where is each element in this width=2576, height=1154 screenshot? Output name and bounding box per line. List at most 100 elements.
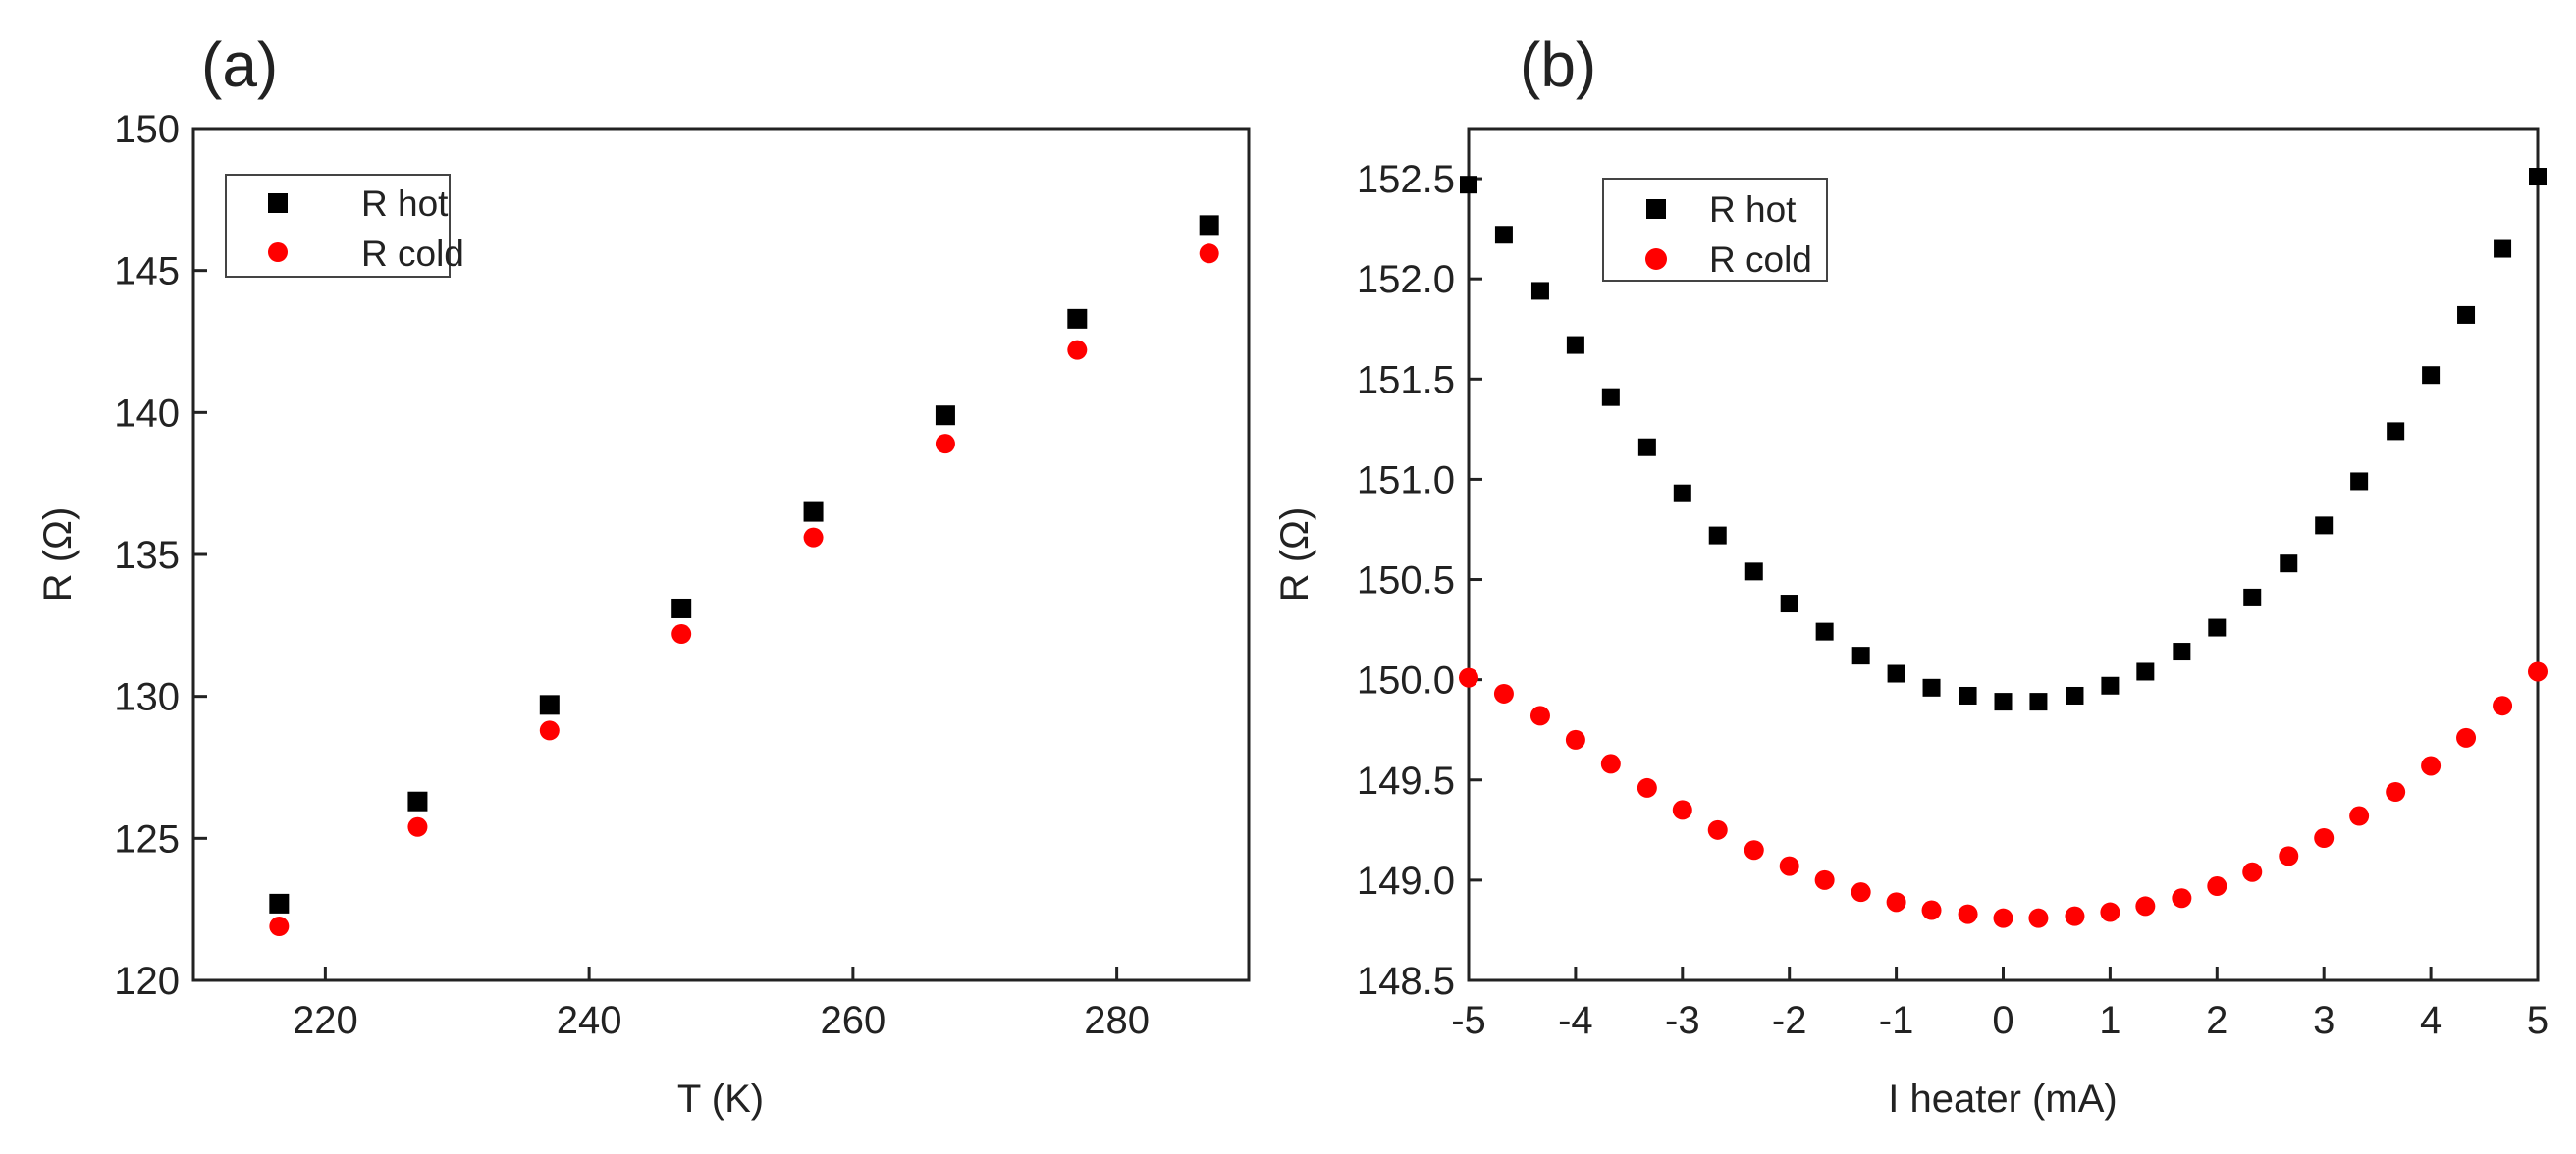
x-axis-title-a: T (K) [677,1077,764,1121]
r-hot-point-b [1494,226,1513,244]
legend-b: R hot R cold [1602,178,1828,282]
y-tick-label-b: 152.5 [1357,158,1455,201]
x-tick-label-b: 1 [2099,999,2120,1042]
r-cold-point-a [539,720,560,741]
r-hot-point-b [2315,516,2334,535]
r-cold-point-b [2456,727,2477,748]
chart-panel-a: (a) 220 240 260 280 120 125 130 135 140 145 150 T … [36,29,1251,1121]
r-cold-point-a [1199,243,1219,264]
r-hot-point-b [1922,678,1941,697]
r-hot-point-b [1852,647,1870,665]
r-cold-point-b [1921,900,1942,920]
r-hot-point-b [1460,176,1477,194]
r-hot-point-b [1994,693,2012,711]
data-points-b [1459,168,2548,928]
r-hot-point-b [1708,526,1727,545]
r-cold-point-b [2349,806,2370,826]
y-tick-label-b: 150.5 [1357,559,1455,603]
y-axis-title-a: R (Ω) [36,507,80,603]
r-cold-point-b [1993,908,2013,928]
legend-box-b [1602,178,1828,282]
y-axis-title-b: R (Ω) [1273,507,1316,603]
y-tick-label-a: 150 [114,108,180,151]
x-tick-label-b: 5 [2527,999,2549,1042]
r-cold-point-b [1851,882,1871,903]
r-hot-point-b [1959,686,1977,705]
r-hot-point-b [1744,562,1763,581]
x-tick-label-b: -3 [1665,999,1700,1042]
x-tick-label-b: -1 [1879,999,1914,1042]
r-cold-point-b [2493,696,2513,716]
r-cold-point-b [1744,840,1764,861]
r-hot-point-b [2029,693,2048,711]
legend-label-cold-b: R cold [1709,239,1812,280]
r-cold-point-a [407,816,428,837]
r-cold-point-b [2028,908,2049,928]
r-cold-point-b [2279,846,2299,866]
y-tick-label-a: 145 [114,250,180,293]
r-hot-point-b [1673,484,1691,502]
x-tick-label-b: 2 [2206,999,2227,1042]
r-hot-point-b [2173,643,2191,661]
r-hot-point-a [1067,308,1088,329]
legend-label-hot-b: R hot [1709,189,1797,230]
legend-marker-cold-a [268,242,288,262]
r-hot-point-b [1887,664,1905,683]
r-hot-point-b [2101,676,2120,695]
x-tick-label-b: -5 [1451,999,1486,1042]
r-hot-point-a [407,791,428,812]
r-hot-point-b [2136,662,2155,681]
y-tick-label-a: 125 [114,817,180,861]
r-cold-point-b [1672,800,1692,820]
r-cold-point-b [1530,706,1550,726]
legend-marker-hot-b [1646,199,1666,219]
r-hot-point-b [2494,239,2512,258]
x-tick-label-a: 240 [557,999,622,1042]
y-tick-label-a: 140 [114,392,180,435]
r-cold-point-b [1814,869,1835,890]
x-tick-label-a: 280 [1084,999,1150,1042]
y-tick-label-a: 130 [114,676,180,719]
r-cold-point-a [803,527,824,548]
panel-label-a: (a) [201,29,278,100]
r-hot-point-b [2243,588,2262,606]
r-cold-point-b [1565,729,1585,750]
x-tick-label-a: 260 [821,999,886,1042]
r-cold-point-a [1067,340,1088,360]
r-cold-point-b [2242,862,2263,882]
r-hot-point-a [671,598,692,618]
r-hot-point-b [2350,472,2369,491]
r-cold-point-b [1600,754,1621,774]
y-tick-label-b: 148.5 [1357,960,1455,1003]
y-tick-label-b: 150.0 [1357,659,1455,703]
r-cold-point-b [1459,667,1478,688]
x-tick-label-b: 3 [2313,999,2334,1042]
r-hot-point-b [1815,622,1834,641]
r-hot-point-a [269,893,290,914]
r-cold-point-b [1707,819,1728,840]
r-hot-point-b [2422,366,2441,385]
r-cold-point-a [935,434,955,454]
y-tick-label-a: 120 [114,960,180,1003]
r-hot-point-b [2280,554,2298,573]
data-points-a [269,215,1219,937]
x-tick-label-b: 4 [2420,999,2442,1042]
r-cold-point-b [2207,876,2227,897]
legend-marker-cold-b [1645,248,1667,270]
r-hot-point-b [1566,336,1584,354]
r-hot-point-b [1530,282,1549,300]
y-tick-label-b: 149.5 [1357,760,1455,803]
r-hot-point-b [2529,168,2547,186]
x-tick-label-b: -4 [1558,999,1593,1042]
y-tick-label-b: 151.0 [1357,458,1455,501]
legend-label-cold-a: R cold [361,234,464,274]
r-cold-point-b [1958,904,1978,924]
r-cold-point-b [2065,906,2085,926]
legend-marker-hot-a [268,193,288,213]
r-hot-point-b [2208,618,2227,637]
r-hot-point-b [2066,686,2084,705]
r-hot-point-b [2457,305,2476,324]
y-tick-label-a: 135 [114,534,180,577]
r-hot-point-b [1637,438,1656,456]
